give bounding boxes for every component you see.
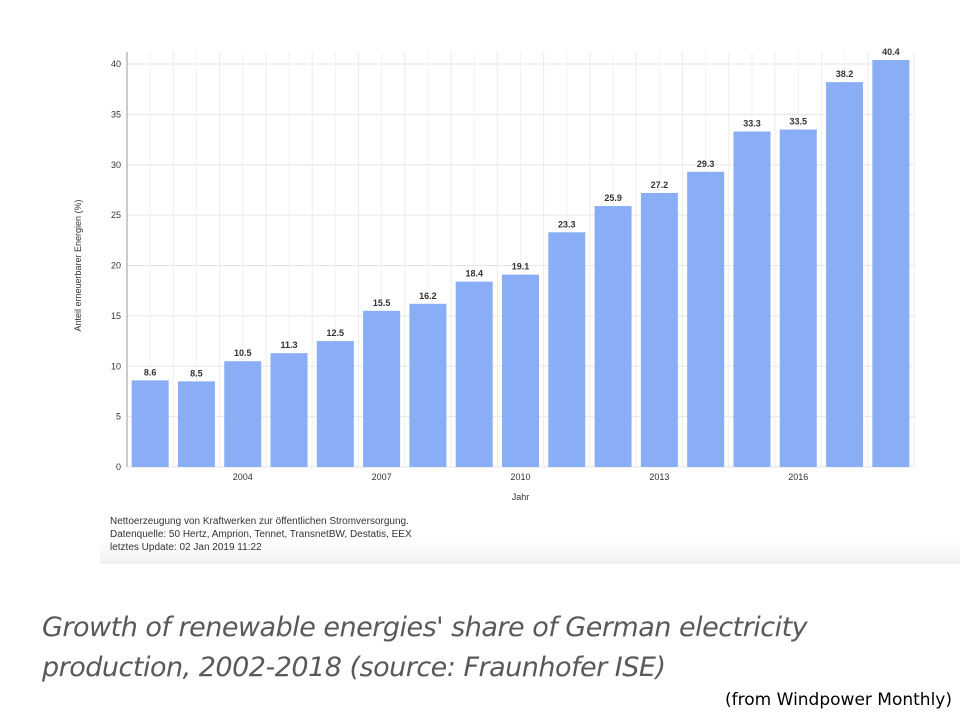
bar-2009 xyxy=(455,281,493,467)
data-label: 8.5 xyxy=(190,368,203,378)
bar-2013 xyxy=(640,192,678,467)
data-label: 11.3 xyxy=(281,340,298,350)
y-tick-label: 10 xyxy=(111,361,121,371)
bar-chart: 0 5 10 15 20 25 30 35 40 8.6 8.5 10.5 11.3 12.5 15.5 16… xyxy=(73,47,915,502)
bar-2003 xyxy=(177,381,215,467)
data-label: 16.2 xyxy=(419,291,437,301)
bar-2006 xyxy=(316,341,354,467)
bar-2014 xyxy=(687,171,725,468)
bar-2007 xyxy=(363,310,401,467)
data-label: 8.6 xyxy=(144,367,157,377)
data-label: 33.3 xyxy=(743,119,761,129)
y-tick-label: 20 xyxy=(111,261,121,271)
y-axis-label: Anteil erneuerbarer Energien (%) xyxy=(73,199,83,331)
data-label: 18.4 xyxy=(465,269,483,279)
data-label: 19.1 xyxy=(512,262,530,272)
bar-2008 xyxy=(409,303,447,467)
bar-2005 xyxy=(270,353,308,467)
data-label: 12.5 xyxy=(327,328,345,338)
x-tick-label: 2010 xyxy=(510,472,530,482)
credit: (from Windpower Monthly) xyxy=(725,690,952,710)
bar-2016 xyxy=(779,129,817,468)
y-tick-label: 25 xyxy=(111,210,121,220)
footnote-2: Datenquelle: 50 Hertz, Amprion, Tennet, … xyxy=(110,529,412,540)
bar-2018 xyxy=(872,59,910,467)
y-tick-label: 40 xyxy=(111,59,121,69)
data-label: 38.2 xyxy=(836,69,854,79)
data-label: 15.5 xyxy=(373,298,391,308)
bar-2011 xyxy=(548,232,586,467)
data-label: 27.2 xyxy=(651,180,669,190)
data-label: 40.4 xyxy=(882,47,900,57)
bar-2017 xyxy=(826,82,864,467)
data-label: 23.3 xyxy=(558,219,576,229)
y-tick-label: 0 xyxy=(116,462,121,472)
y-tick-label: 5 xyxy=(116,412,121,422)
caption-line-2: production, 2002-2018 (source: Fraunhofe… xyxy=(42,652,666,683)
caption-line-1: Growth of renewable energies' share of G… xyxy=(42,612,808,643)
bar-2002 xyxy=(131,380,169,467)
y-tick-label: 15 xyxy=(111,311,121,321)
y-tick-label: 35 xyxy=(111,109,121,119)
bar-2004 xyxy=(224,361,262,467)
shadow xyxy=(100,540,960,564)
y-tick-label: 30 xyxy=(111,160,121,170)
footnote-3: letztes Update: 02 Jan 2019 11:22 xyxy=(110,542,262,553)
data-label: 33.5 xyxy=(789,116,807,126)
x-tick-label: 2013 xyxy=(649,472,669,482)
x-tick-label: 2016 xyxy=(788,472,808,482)
x-tick-label: 2004 xyxy=(233,472,253,482)
data-label: 29.3 xyxy=(697,159,715,169)
bar-2012 xyxy=(594,206,632,467)
footnote-1: Nettoerzeugung von Kraftwerken zur öffen… xyxy=(110,516,409,527)
bar-2015 xyxy=(733,131,771,467)
bar-2010 xyxy=(502,274,539,467)
data-label: 25.9 xyxy=(604,193,622,203)
x-axis-label: Jahr xyxy=(512,492,530,502)
data-label: 10.5 xyxy=(234,348,252,358)
x-tick-label: 2007 xyxy=(372,472,392,482)
